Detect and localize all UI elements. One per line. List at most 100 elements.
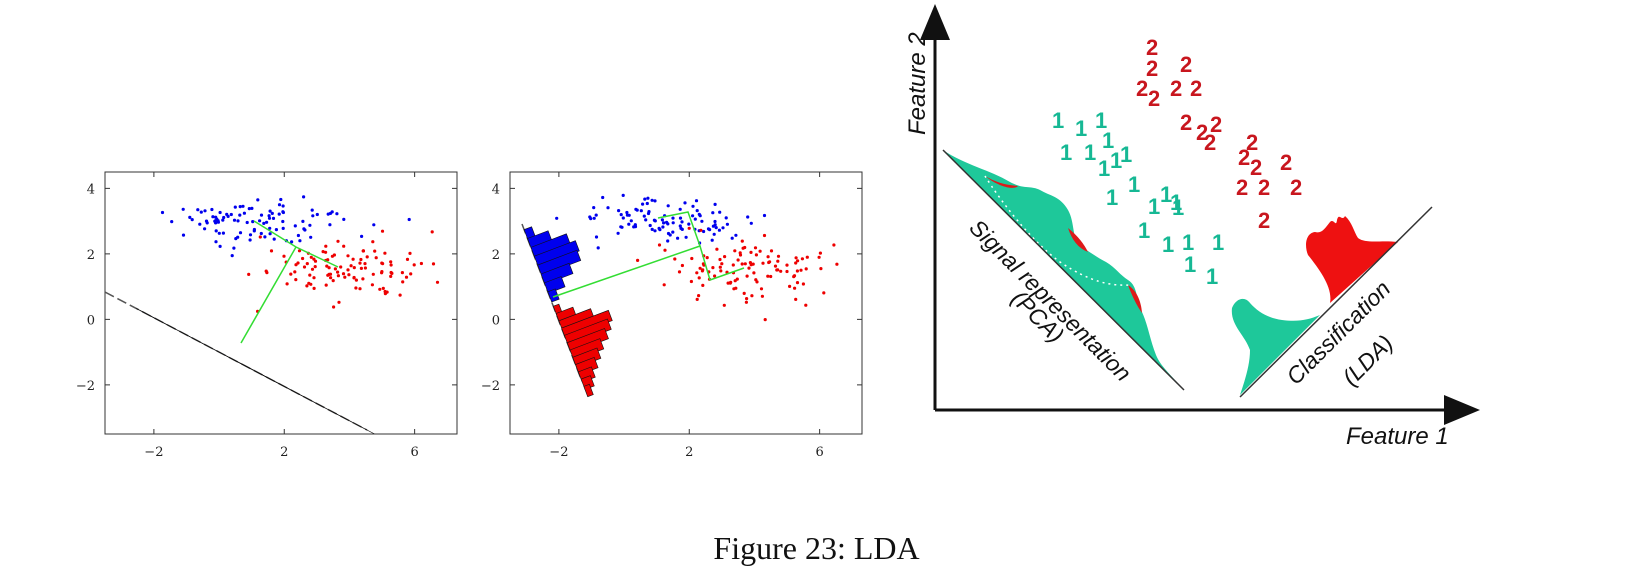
- class2-digit: 2: [1170, 76, 1182, 101]
- blue-point: [265, 220, 269, 224]
- blue-point: [326, 212, 330, 216]
- blue-point: [711, 224, 716, 228]
- blue-point: [281, 226, 285, 230]
- red-point: [804, 267, 808, 271]
- blue-point: [160, 210, 165, 215]
- blue-point: [632, 225, 636, 229]
- blue-point: [678, 207, 682, 211]
- class1-digit: 1: [1160, 182, 1172, 207]
- red-point: [742, 291, 746, 295]
- lda-class2-distribution: [1306, 216, 1398, 303]
- red-point: [337, 300, 341, 304]
- class2-digit: 2: [1204, 130, 1216, 155]
- red-point: [496, 288, 499, 291]
- blue-point: [594, 213, 598, 217]
- red-point: [331, 279, 335, 283]
- blue-point: [190, 218, 194, 222]
- red-point: [726, 281, 730, 285]
- blue-point: [262, 221, 266, 225]
- blue-point: [232, 218, 237, 222]
- red-point: [301, 256, 305, 261]
- red-point: [363, 262, 367, 266]
- red-point: [738, 251, 742, 255]
- red-point: [336, 270, 340, 274]
- blue-point: [407, 217, 411, 222]
- blue-point: [222, 215, 226, 220]
- blue-point: [724, 216, 728, 220]
- red-point: [776, 268, 780, 272]
- red-point: [720, 262, 724, 266]
- blue-point: [199, 210, 203, 214]
- y-tick-label: 2: [492, 248, 500, 263]
- red-point: [701, 283, 705, 287]
- blue-point: [717, 228, 722, 232]
- red-point: [785, 263, 789, 267]
- blue-point: [251, 220, 255, 224]
- blue-point: [592, 206, 596, 210]
- red-point: [309, 255, 313, 259]
- blue-point: [712, 232, 716, 236]
- red-point: [745, 274, 749, 278]
- blue-point: [713, 219, 717, 224]
- class1-digit: 1: [1162, 232, 1174, 257]
- blue-point: [293, 224, 297, 228]
- blue-point: [749, 221, 753, 225]
- red-point: [389, 260, 393, 264]
- scatter-points: [555, 193, 839, 322]
- blue-point: [678, 224, 682, 228]
- blue-point: [210, 207, 214, 212]
- class2-digit: 2: [1250, 155, 1262, 180]
- red-point: [347, 273, 351, 277]
- red-point: [769, 274, 773, 279]
- blue-point: [181, 233, 186, 237]
- red-point: [673, 257, 677, 261]
- blue-point: [666, 204, 670, 208]
- class2-digit: 2: [1258, 175, 1270, 200]
- red-point: [794, 261, 798, 265]
- blue-point: [629, 219, 633, 223]
- red-point: [358, 261, 362, 265]
- red-point: [294, 263, 298, 267]
- red-histogram-bar: [376, 435, 398, 447]
- red-point: [744, 300, 749, 304]
- blue-point: [653, 199, 657, 203]
- blue-point: [702, 229, 706, 234]
- blue-point: [277, 212, 281, 216]
- red-point: [711, 266, 715, 270]
- blue-point: [170, 220, 174, 224]
- blue-point: [238, 205, 242, 209]
- scatter-plot-middle: −2 2 6 4 2 0 −2: [481, 171, 863, 460]
- red-point: [766, 274, 770, 278]
- red-point: [400, 271, 404, 275]
- blue-histogram-bar: [533, 240, 580, 267]
- blue-point: [698, 214, 702, 218]
- class1-digit: 1: [1206, 264, 1218, 289]
- red-point: [359, 257, 363, 262]
- red-point: [662, 283, 666, 287]
- x-tick-label: 2: [280, 445, 288, 460]
- red-point: [359, 266, 363, 270]
- blue-point: [302, 227, 306, 231]
- red-point: [747, 266, 751, 270]
- tick-labels: −2 2 6 4 2 0 −2: [76, 172, 457, 460]
- red-point: [341, 272, 346, 276]
- blue-point: [230, 254, 234, 258]
- red-point: [750, 294, 754, 298]
- red-point: [749, 263, 753, 267]
- red-point: [804, 303, 808, 307]
- blue-point: [259, 213, 264, 217]
- red-point: [389, 270, 393, 275]
- red-point: [734, 286, 738, 290]
- red-point: [326, 258, 330, 262]
- red-point: [799, 268, 803, 272]
- red-point: [264, 269, 268, 273]
- blue-point: [647, 210, 651, 214]
- pca-projection: Signal representation (PCA): [942, 149, 1185, 391]
- blue-point: [272, 237, 276, 241]
- blue-point: [684, 235, 688, 239]
- blue-point: [221, 218, 225, 222]
- blue-point: [310, 208, 314, 212]
- red-point: [700, 269, 705, 273]
- red-point: [793, 286, 797, 290]
- blue-point: [594, 235, 599, 239]
